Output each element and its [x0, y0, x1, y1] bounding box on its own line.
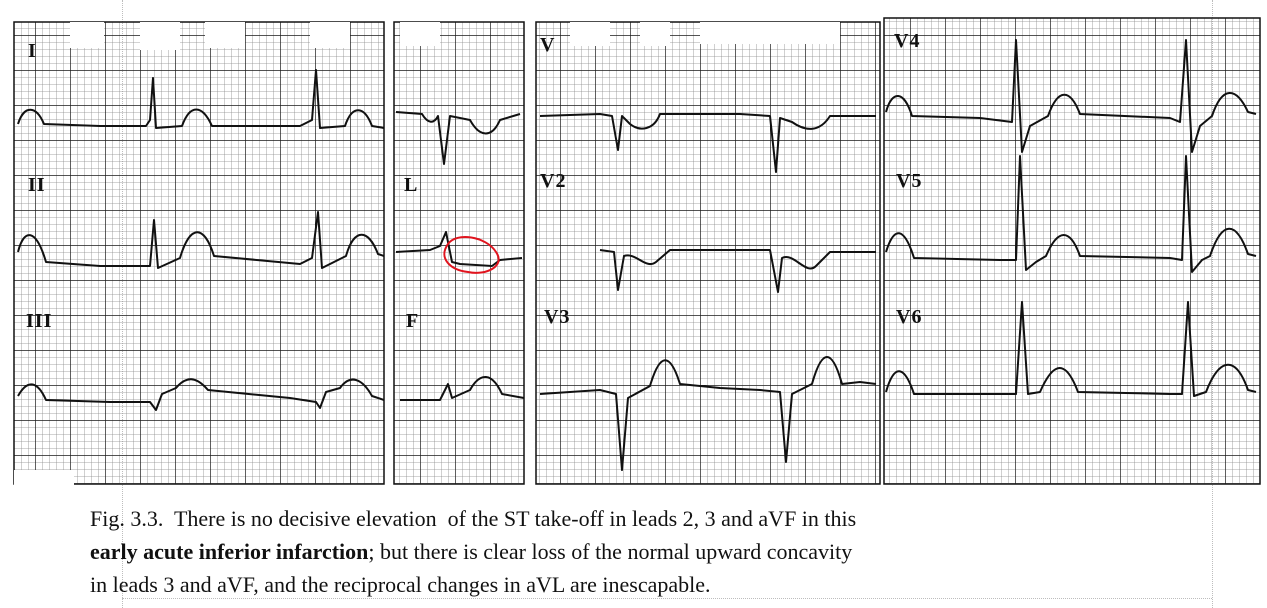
lead-label-avf: F	[406, 310, 420, 332]
trace-lead-ii	[17, 211, 385, 269]
ecg-figure	[13, 17, 1261, 486]
panel-limb-leads	[13, 21, 385, 485]
panel-v1-v3	[535, 21, 881, 485]
lead-label-v6: V6	[896, 306, 923, 328]
caption-bold-phrase: early acute inferior infarction	[90, 539, 369, 564]
lead-label-iii: III	[26, 310, 53, 332]
lead-label-v5: V5	[896, 170, 923, 192]
figure-caption: Fig. 3.3. There is no decisive elevation…	[90, 502, 1170, 601]
trace-lead-v4	[885, 39, 1257, 153]
caption-line-3: in leads 3 and aVF, and the reciprocal c…	[90, 572, 711, 597]
trace-lead-v1	[539, 113, 876, 173]
scan-artifacts	[14, 22, 840, 486]
lead-label-v1: V	[540, 34, 556, 56]
lead-label-ii: II	[28, 174, 46, 196]
lead-label-i: I	[28, 40, 37, 62]
trace-lead-v2	[599, 249, 876, 293]
caption-line-2-rest: ; but there is clear loss of the normal …	[368, 539, 853, 564]
trace-lead-v6	[885, 301, 1257, 397]
trace-lead-avr	[395, 111, 521, 165]
panel-v4-v6	[883, 17, 1261, 485]
caption-line-1: Fig. 3.3. There is no decisive elevation…	[90, 506, 857, 531]
page-frame-bottom	[122, 598, 1212, 599]
trace-lead-v5	[885, 155, 1257, 273]
trace-lead-avf	[400, 376, 525, 401]
trace-lead-iii	[17, 378, 385, 411]
lead-label-v4: V4	[894, 30, 921, 52]
panel-augmented-leads	[393, 21, 525, 485]
lead-label-avl: L	[404, 174, 419, 196]
trace-lead-v3	[539, 356, 877, 471]
caption-line-2: early acute inferior infarction; but the…	[90, 535, 1170, 568]
trace-lead-i	[17, 69, 385, 129]
lead-label-v2: V2	[540, 170, 567, 192]
lead-label-v3: V3	[544, 306, 571, 328]
annotation-circle	[443, 236, 500, 274]
